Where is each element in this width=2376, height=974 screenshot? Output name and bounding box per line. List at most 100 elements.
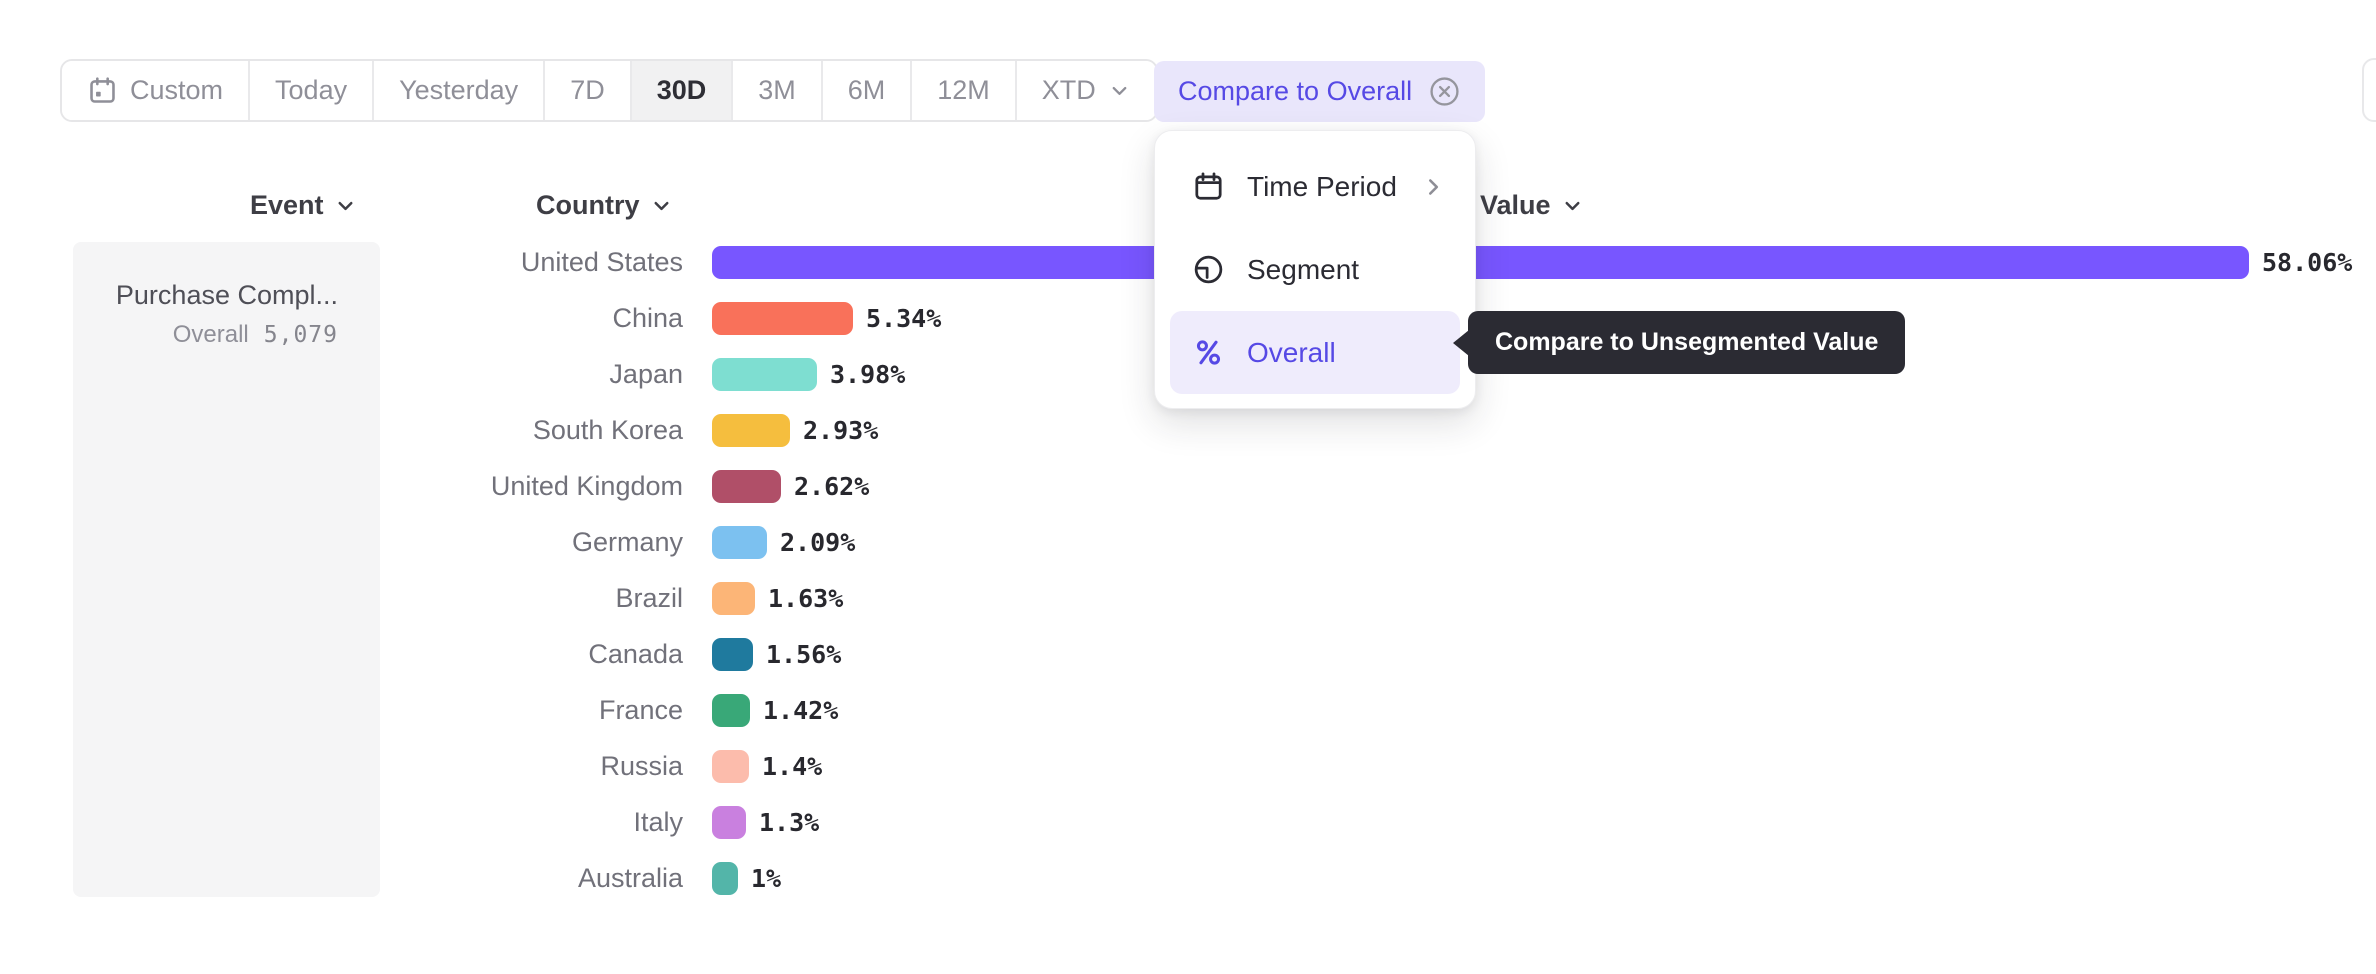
value-label: 1% — [751, 863, 782, 893]
bar[interactable] — [712, 525, 767, 559]
chart-row: Russia 1.4% — [0, 738, 2376, 794]
menu-item-segment[interactable]: Segment — [1170, 228, 1460, 311]
chart-row: United Kingdom 2.62% — [0, 458, 2376, 514]
bar[interactable] — [712, 413, 790, 447]
date-range-toolbar: Custom Today Yesterday 7D 30D 3M 6M 12M XTD — [60, 59, 1158, 122]
calendar-icon — [1192, 170, 1225, 203]
value-label: 1.42% — [763, 695, 839, 725]
country-label: Italy — [633, 806, 683, 837]
percent-icon — [1192, 336, 1225, 369]
event-name: Purchase Compl... — [115, 280, 338, 310]
bar[interactable] — [712, 637, 753, 671]
menu-item-label: Overall — [1247, 336, 1336, 368]
column-header-event[interactable]: Event — [250, 190, 357, 221]
chevron-right-icon — [1420, 174, 1446, 200]
chart-row: Brazil 1.63% — [0, 570, 2376, 626]
country-label: Australia — [577, 862, 683, 893]
chevron-down-icon — [334, 194, 357, 217]
value-label: 1.3% — [759, 807, 820, 837]
date-range-label: XTD — [1041, 75, 1096, 105]
bar[interactable] — [712, 749, 749, 783]
tooltip-text: Compare to Unsegmented Value — [1495, 328, 1879, 356]
menu-item-label: Segment — [1247, 253, 1360, 285]
compare-to-overall-label: Compare to Overall — [1178, 76, 1413, 106]
bar[interactable] — [712, 581, 755, 615]
value-label: 3.98% — [830, 359, 906, 389]
date-range-30d[interactable]: 30D — [631, 61, 734, 120]
value-label: 58.06% — [2262, 247, 2353, 277]
date-range-label: Yesterday — [399, 75, 519, 105]
date-range-label: 7D — [570, 75, 605, 105]
date-range-custom[interactable]: Custom — [62, 61, 251, 120]
bar[interactable] — [712, 469, 781, 503]
date-range-label: 30D — [656, 75, 707, 105]
bar[interactable] — [712, 861, 738, 895]
bar[interactable] — [712, 693, 750, 727]
value-label: 2.93% — [803, 415, 879, 445]
country-label: France — [598, 694, 683, 725]
date-range-label: 6M — [847, 75, 886, 105]
menu-item-overall[interactable]: Overall — [1170, 311, 1460, 394]
country-label: Canada — [588, 638, 683, 669]
date-range-label: Custom — [130, 75, 224, 105]
country-label: Japan — [609, 358, 683, 389]
chevron-down-icon — [1108, 79, 1131, 102]
event-overall-label: Overall — [172, 321, 249, 348]
value-label: 5.34% — [866, 303, 942, 333]
value-label: 1.4% — [762, 751, 823, 781]
value-label: 1.63% — [768, 583, 844, 613]
chart-row: Australia 1% — [0, 850, 2376, 906]
date-range-label: 3M — [758, 75, 796, 105]
chevron-down-icon — [1561, 194, 1584, 217]
chart-row: France 1.42% — [0, 682, 2376, 738]
chart-row: Germany 2.09% — [0, 514, 2376, 570]
chart-row: Canada 1.56% — [0, 626, 2376, 682]
date-range-today[interactable]: Today — [250, 61, 375, 120]
date-range-xtd[interactable]: XTD — [1016, 61, 1156, 120]
column-header-country-label: Country — [536, 190, 640, 220]
date-range-6m[interactable]: 6M — [822, 61, 913, 120]
date-range-yesterday[interactable]: Yesterday — [374, 61, 546, 120]
value-label: 2.62% — [794, 471, 870, 501]
date-range-label: Today — [275, 75, 348, 105]
date-range-3m[interactable]: 3M — [733, 61, 823, 120]
bar[interactable] — [712, 357, 817, 391]
chevron-down-icon — [650, 194, 673, 217]
date-range-label: 12M — [937, 75, 990, 105]
country-label: United Kingdom — [490, 470, 683, 501]
compare-to-overall-button[interactable]: Compare to Overall — [1154, 61, 1486, 122]
date-range-7d[interactable]: 7D — [545, 61, 632, 120]
chart-row: Japan 3.98% — [0, 346, 2376, 402]
value-label: 2.09% — [780, 527, 856, 557]
chart-row: Italy 1.3% — [0, 794, 2376, 850]
segment-icon — [1192, 253, 1225, 286]
tooltip-arrow — [1453, 329, 1469, 356]
bar[interactable] — [712, 301, 853, 335]
clipped-right-button[interactable] — [2362, 58, 2376, 122]
menu-item-label: Time Period — [1247, 170, 1397, 202]
menu-item-time-period[interactable]: Time Period — [1170, 145, 1460, 228]
country-label: United States — [520, 246, 683, 277]
bar[interactable] — [712, 245, 2249, 279]
country-label: China — [612, 302, 683, 333]
calendar-icon — [87, 75, 118, 106]
country-label: South Korea — [532, 414, 683, 445]
value-label: 1.56% — [766, 639, 842, 669]
country-label: Germany — [571, 526, 683, 557]
chart-row: China 5.34% — [0, 290, 2376, 346]
column-header-event-label: Event — [250, 190, 324, 220]
compare-dropdown-menu: Time Period Segment Overall — [1154, 130, 1476, 409]
tooltip: Compare to Unsegmented Value — [1453, 311, 1906, 374]
event-overall-value: 5,079 — [263, 322, 338, 348]
column-header-value-label: Value — [1480, 190, 1551, 220]
chart-row: South Korea 2.93% — [0, 402, 2376, 458]
date-range-12m[interactable]: 12M — [912, 61, 1017, 120]
column-header-value[interactable]: Value — [1480, 190, 1584, 221]
circle-x-icon[interactable] — [1428, 75, 1461, 108]
column-header-country[interactable]: Country — [536, 190, 673, 221]
country-label: Russia — [600, 750, 683, 781]
chart-row: United States 58.06% — [0, 234, 2376, 290]
event-card[interactable]: Purchase Compl... Overall 5,079 — [73, 242, 380, 897]
bar[interactable] — [712, 805, 746, 839]
country-label: Brazil — [615, 582, 683, 613]
